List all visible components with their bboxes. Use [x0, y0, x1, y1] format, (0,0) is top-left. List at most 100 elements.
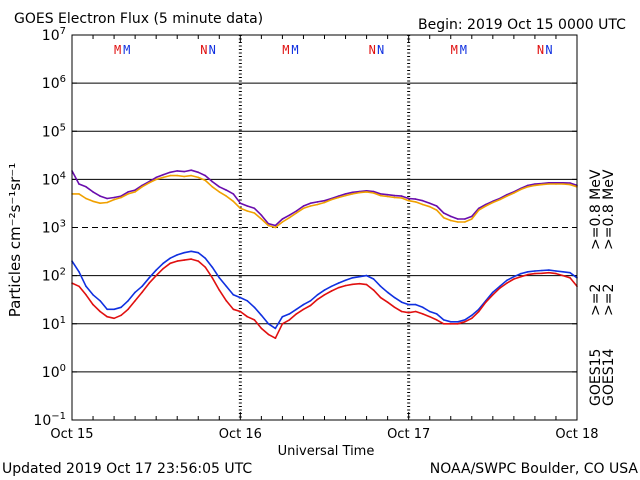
series-point: [520, 272, 522, 275]
series-point: [365, 283, 368, 286]
series-point: [120, 314, 122, 317]
series-point: [274, 224, 277, 227]
series-point: [555, 270, 557, 272]
y-tick-label: 103: [42, 219, 66, 237]
series-point: [155, 274, 157, 277]
series-point: [267, 333, 270, 336]
series-point: [569, 182, 571, 184]
series-point: [211, 180, 214, 183]
series-line-3: [71, 258, 578, 340]
series-point: [471, 317, 473, 320]
series-point: [253, 306, 256, 309]
series-point: [302, 205, 305, 207]
series-point: [464, 218, 466, 220]
series-point: [492, 294, 494, 296]
series-point: [106, 201, 108, 204]
series-point: [478, 207, 480, 210]
series-point: [176, 260, 178, 262]
series-point: [260, 327, 263, 330]
series-point: [169, 257, 171, 260]
series-point: [323, 201, 326, 204]
series-point: [232, 193, 235, 195]
y-axis-label: Particles cm⁻²s⁻¹sr⁻¹: [6, 163, 24, 317]
series-point: [428, 202, 431, 204]
series-point: [400, 301, 403, 304]
series-point: [92, 200, 94, 203]
series-point: [464, 319, 466, 321]
series-point: [260, 314, 263, 317]
series-point: [316, 294, 319, 296]
series-point: [562, 183, 564, 185]
series-point: [99, 202, 101, 204]
series-point: [407, 303, 410, 306]
series-point: [562, 271, 564, 273]
series-point: [281, 221, 284, 223]
series-point: [379, 194, 382, 197]
mn-marker: N: [377, 43, 384, 57]
series-point: [127, 300, 129, 302]
series-point: [134, 300, 136, 302]
series-point: [414, 310, 417, 313]
series-point: [85, 285, 87, 288]
series-point: [492, 291, 494, 294]
series-point: [246, 315, 249, 318]
series-point: [113, 308, 115, 311]
series-point: [162, 262, 164, 265]
series-point: [169, 262, 171, 265]
series-point: [351, 193, 354, 195]
series-point: [323, 199, 326, 202]
day-boundary-ticks: [238, 35, 411, 420]
series-point: [548, 271, 550, 274]
series-point: [113, 196, 115, 199]
series-point: [92, 191, 94, 193]
series-point: [253, 319, 256, 321]
series-point: [253, 207, 256, 210]
series-point: [534, 270, 536, 272]
series-point: [492, 201, 494, 204]
series-point: [548, 269, 550, 271]
series-point: [183, 175, 185, 178]
series-point: [471, 314, 473, 317]
y-tick-label: 101: [42, 315, 66, 333]
series-point: [400, 310, 403, 313]
series-point: [162, 267, 164, 270]
series-point: [85, 197, 87, 200]
series-point: [232, 294, 235, 296]
series-point: [155, 269, 157, 271]
series-point: [337, 286, 340, 289]
series-point: [534, 272, 536, 275]
legend-item: >=2: [601, 284, 617, 316]
series-point: [435, 209, 438, 211]
series-point: [309, 304, 312, 307]
series-point: [197, 176, 200, 179]
y-tick-label: 10−1: [33, 411, 66, 429]
series-point: [246, 205, 249, 207]
legend-item: GOES15: [588, 349, 604, 406]
series-point: [141, 291, 143, 294]
data-series: [71, 169, 578, 340]
series-point: [499, 198, 501, 201]
series-point: [288, 313, 291, 315]
series-point: [288, 319, 291, 321]
series-point: [232, 200, 235, 203]
series-point: [478, 209, 480, 211]
series-point: [183, 170, 185, 173]
y-tick-label: 100: [42, 363, 66, 381]
begin-label: Begin: 2019 Oct 15 0000 UTC: [418, 17, 626, 33]
series-point: [435, 313, 438, 315]
series-point: [246, 210, 249, 212]
series-point: [225, 189, 228, 191]
series-point: [442, 212, 445, 214]
series-point: [499, 287, 501, 289]
series-point: [148, 182, 150, 184]
series-point: [316, 203, 319, 206]
series-point: [120, 196, 122, 199]
series-point: [225, 195, 228, 197]
series-point: [134, 191, 136, 193]
series-point: [513, 192, 515, 194]
series-point: [485, 203, 487, 206]
series-point: [169, 174, 171, 177]
series-point: [442, 323, 445, 325]
plot-grid: [72, 82, 577, 373]
